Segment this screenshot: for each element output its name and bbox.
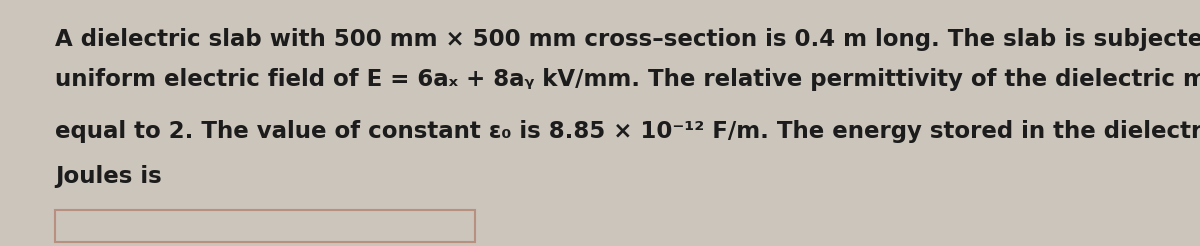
Text: A dielectric slab with 500 mm × 500 mm cross–section is 0.4 m long. The slab is : A dielectric slab with 500 mm × 500 mm c… bbox=[55, 28, 1200, 51]
Text: Joules is: Joules is bbox=[55, 165, 162, 188]
Text: equal to 2. The value of constant ε₀ is 8.85 × 10⁻¹² F/m. The energy stored in t: equal to 2. The value of constant ε₀ is … bbox=[55, 120, 1200, 143]
FancyBboxPatch shape bbox=[55, 210, 475, 242]
Text: uniform electric field of E = 6aₓ + 8aᵧ kV/mm. The relative permittivity of the : uniform electric field of E = 6aₓ + 8aᵧ … bbox=[55, 68, 1200, 91]
